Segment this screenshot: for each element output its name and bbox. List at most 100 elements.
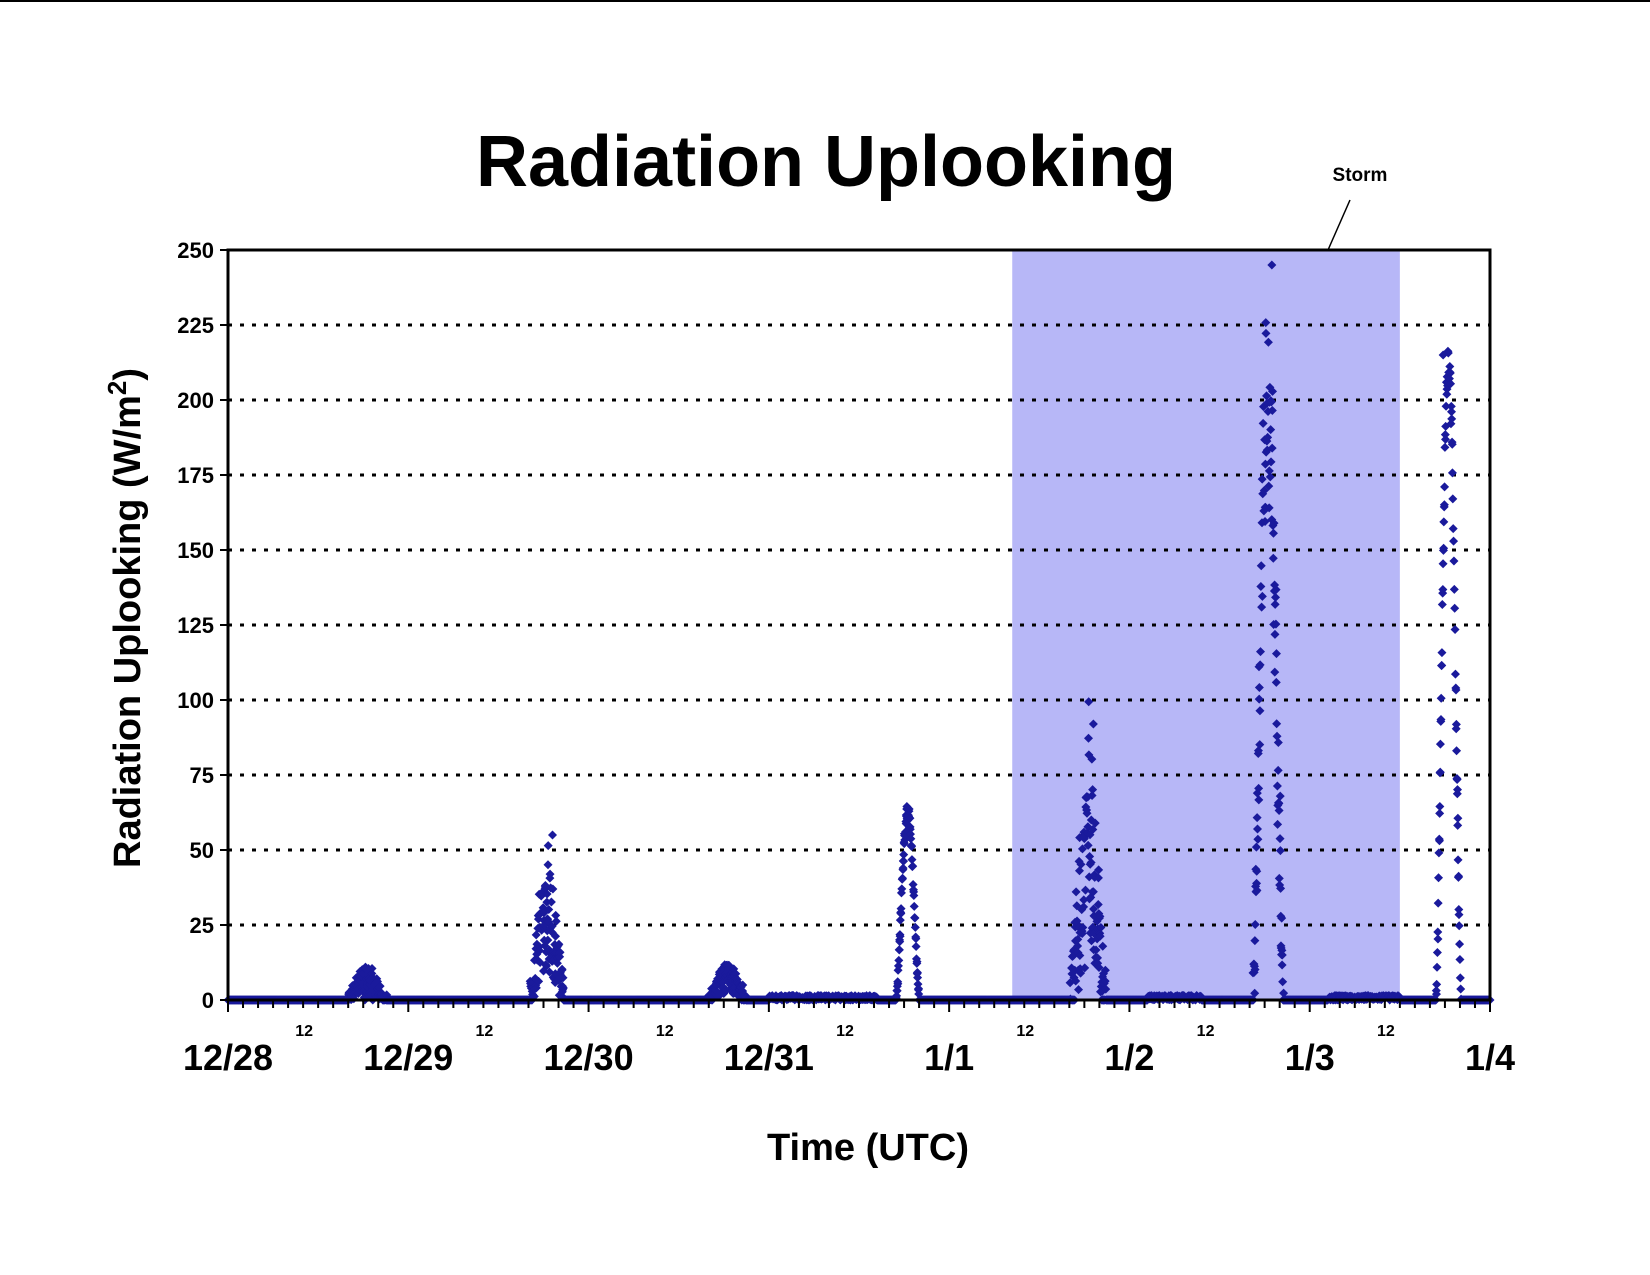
- data-point: [1455, 939, 1465, 949]
- data-point: [1273, 819, 1283, 829]
- data-point: [1255, 660, 1265, 670]
- storm-leader-line: [1327, 199, 1351, 251]
- data-point: [1456, 984, 1466, 994]
- data-point: [1453, 813, 1463, 823]
- data-point: [1454, 905, 1464, 915]
- data-point: [1274, 873, 1284, 883]
- data-point: [1254, 682, 1264, 692]
- data-point: [1078, 922, 1088, 932]
- data-point: [1451, 685, 1461, 695]
- data-point: [910, 913, 920, 923]
- y-tick-label: 200: [177, 388, 214, 413]
- data-point: [1277, 950, 1287, 960]
- data-point: [1273, 765, 1283, 775]
- data-point: [1094, 865, 1104, 875]
- data-point: [1271, 649, 1281, 659]
- data-point: [1433, 927, 1443, 937]
- data-point: [1073, 941, 1083, 951]
- data-point: [1087, 754, 1097, 764]
- data-point: [1455, 973, 1465, 983]
- x-day-label: 12/31: [724, 1037, 814, 1078]
- data-point: [1276, 883, 1286, 893]
- data-point: [1449, 536, 1459, 546]
- x-noon-label: 12: [476, 1023, 494, 1040]
- data-point: [1271, 677, 1281, 687]
- data-point: [1450, 669, 1460, 679]
- data-point: [911, 941, 921, 951]
- data-point: [1439, 543, 1449, 553]
- data-point: [1435, 801, 1445, 811]
- data-point: [1100, 965, 1110, 975]
- data-point: [1087, 791, 1097, 801]
- data-point: [1074, 985, 1084, 995]
- data-point: [1088, 887, 1098, 897]
- data-point: [551, 931, 561, 941]
- data-point: [907, 842, 917, 852]
- data-point: [1278, 977, 1288, 987]
- data-point: [1263, 337, 1273, 347]
- data-point: [1255, 740, 1265, 750]
- data-point: [1434, 848, 1444, 858]
- data-point: [1253, 746, 1263, 756]
- data-point: [1088, 719, 1098, 729]
- data-point: [1080, 963, 1090, 973]
- chart-title: Radiation Uplooking: [476, 122, 1176, 202]
- data-point: [909, 901, 919, 911]
- y-axis-title-close: ): [107, 368, 149, 381]
- x-noon-label: 12: [836, 1023, 854, 1040]
- data-point: [543, 841, 553, 851]
- data-point: [535, 946, 545, 956]
- data-point: [1257, 474, 1267, 484]
- data-point: [1079, 902, 1089, 912]
- y-axis-title-main: Radiation Uplooking (W/m: [107, 395, 149, 868]
- data-point: [1095, 931, 1105, 941]
- data-point: [1435, 739, 1445, 749]
- data-point: [1454, 871, 1464, 881]
- data-point: [558, 983, 568, 993]
- data-point: [1437, 660, 1447, 670]
- data-point: [1096, 922, 1106, 932]
- data-point: [895, 915, 905, 925]
- data-point: [375, 981, 385, 991]
- data-point: [1093, 953, 1103, 963]
- data-point: [1270, 599, 1280, 609]
- data-point: [1447, 414, 1457, 424]
- data-point: [367, 963, 377, 973]
- data-point: [1082, 808, 1092, 818]
- data-point: [548, 830, 558, 840]
- data-point: [1438, 350, 1448, 360]
- data-point: [542, 961, 552, 971]
- data-point: [1438, 585, 1448, 595]
- data-point: [1455, 954, 1465, 964]
- data-point: [899, 850, 909, 860]
- data-point: [1431, 989, 1441, 999]
- data-point: [913, 973, 923, 983]
- data-point: [1252, 885, 1262, 895]
- data-point: [1279, 988, 1289, 998]
- data-point: [904, 804, 914, 814]
- data-point: [1432, 979, 1442, 989]
- data-point: [1453, 855, 1463, 865]
- data-point: [1435, 767, 1445, 777]
- data-point: [1257, 602, 1267, 612]
- data-point: [555, 947, 565, 957]
- data-point: [1252, 878, 1262, 888]
- x-day-label: 1/4: [1465, 1037, 1515, 1078]
- data-point: [1433, 934, 1443, 944]
- data-point: [893, 961, 903, 971]
- y-tick-label: 25: [190, 913, 214, 938]
- data-point: [1446, 401, 1456, 411]
- data-point: [1089, 904, 1099, 914]
- data-point: [1271, 619, 1281, 629]
- data-point: [908, 861, 918, 871]
- data-point: [1450, 603, 1460, 613]
- y-tick-label: 125: [177, 613, 214, 638]
- data-point: [551, 910, 561, 920]
- data-point: [1252, 866, 1262, 876]
- data-point: [1260, 516, 1270, 526]
- y-axis-title: Radiation Uplooking (W/m2): [102, 368, 149, 868]
- data-point: [895, 937, 905, 947]
- data-point: [531, 930, 541, 940]
- x-day-label: 12/28: [183, 1037, 273, 1078]
